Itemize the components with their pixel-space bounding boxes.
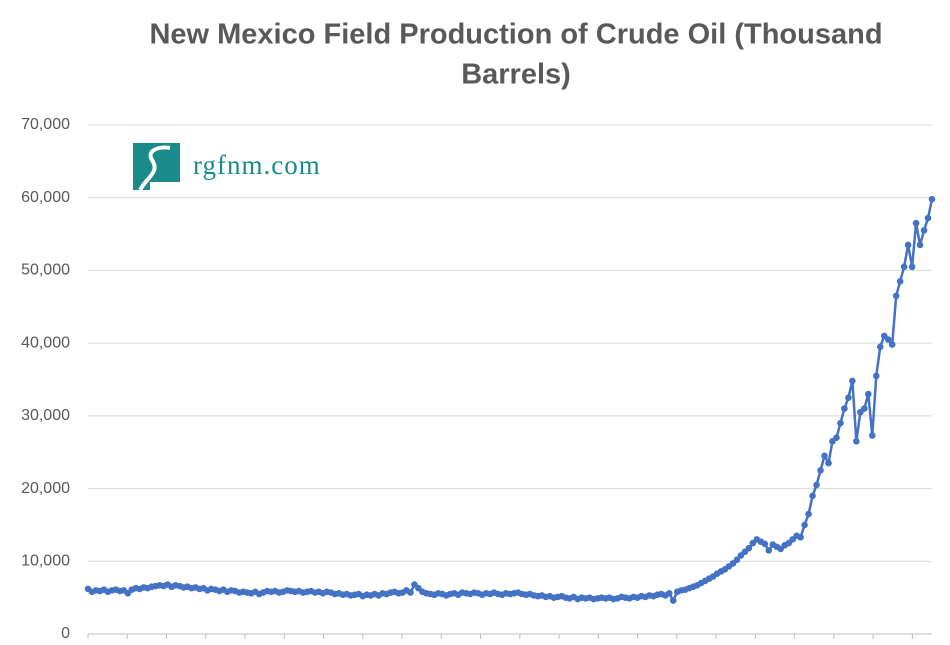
data-point [920, 227, 928, 234]
data-point [908, 263, 916, 271]
data-point [888, 341, 896, 348]
data-point [837, 419, 844, 427]
data-point [861, 405, 868, 412]
data-point [853, 438, 860, 445]
y-tick-label: 0 [61, 625, 70, 642]
y-tick-label: 70,000 [21, 116, 70, 133]
y-tick-label: 20,000 [21, 480, 70, 497]
data-point [817, 467, 824, 474]
grid [88, 124, 932, 635]
data-point [801, 521, 808, 529]
data-point [896, 278, 904, 285]
y-tick-label: 60,000 [21, 189, 70, 206]
y-tick-label: 50,000 [21, 262, 70, 279]
data-point [813, 481, 820, 489]
data-point [892, 292, 900, 300]
plot [84, 195, 936, 604]
data-point [845, 394, 852, 401]
data-point [825, 459, 832, 467]
data-point [928, 195, 936, 203]
logo-text: rgfnm.com [193, 150, 321, 180]
data-point [733, 556, 741, 564]
data-point [761, 540, 769, 548]
y-tick-label: 40,000 [21, 334, 70, 351]
data-point [884, 336, 892, 343]
data-point [841, 405, 848, 412]
data-point [912, 219, 920, 227]
data-point [745, 544, 753, 552]
chart-title: Barrels) [461, 59, 571, 91]
data-point [809, 492, 816, 500]
y-tick-label: 30,000 [21, 407, 70, 424]
data-point [916, 241, 924, 249]
data-point [669, 597, 677, 604]
data-point [904, 241, 912, 249]
data-point [868, 432, 876, 439]
data-point [765, 547, 773, 554]
data-point [821, 452, 828, 460]
data-point [876, 343, 884, 351]
chart-title: New Mexico Field Production of Crude Oil… [149, 19, 882, 51]
data-point [805, 510, 812, 518]
data-point [924, 214, 932, 222]
data-point [797, 533, 804, 541]
data-point [872, 372, 880, 380]
data-point [833, 434, 840, 441]
data-point [849, 377, 856, 385]
logo: rgfnm.com [120, 130, 375, 192]
logo-river [138, 145, 171, 192]
data-point [665, 589, 673, 597]
y-tick-label: 10,000 [21, 553, 70, 570]
data-point [407, 589, 414, 596]
data-point [865, 390, 872, 398]
data-point [900, 263, 908, 271]
